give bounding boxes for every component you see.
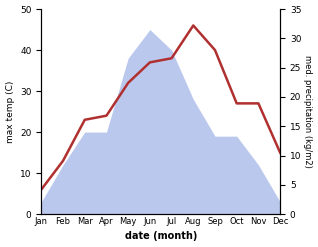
Y-axis label: med. precipitation (kg/m2): med. precipitation (kg/m2): [303, 55, 313, 168]
Y-axis label: max temp (C): max temp (C): [5, 80, 15, 143]
X-axis label: date (month): date (month): [125, 231, 197, 242]
